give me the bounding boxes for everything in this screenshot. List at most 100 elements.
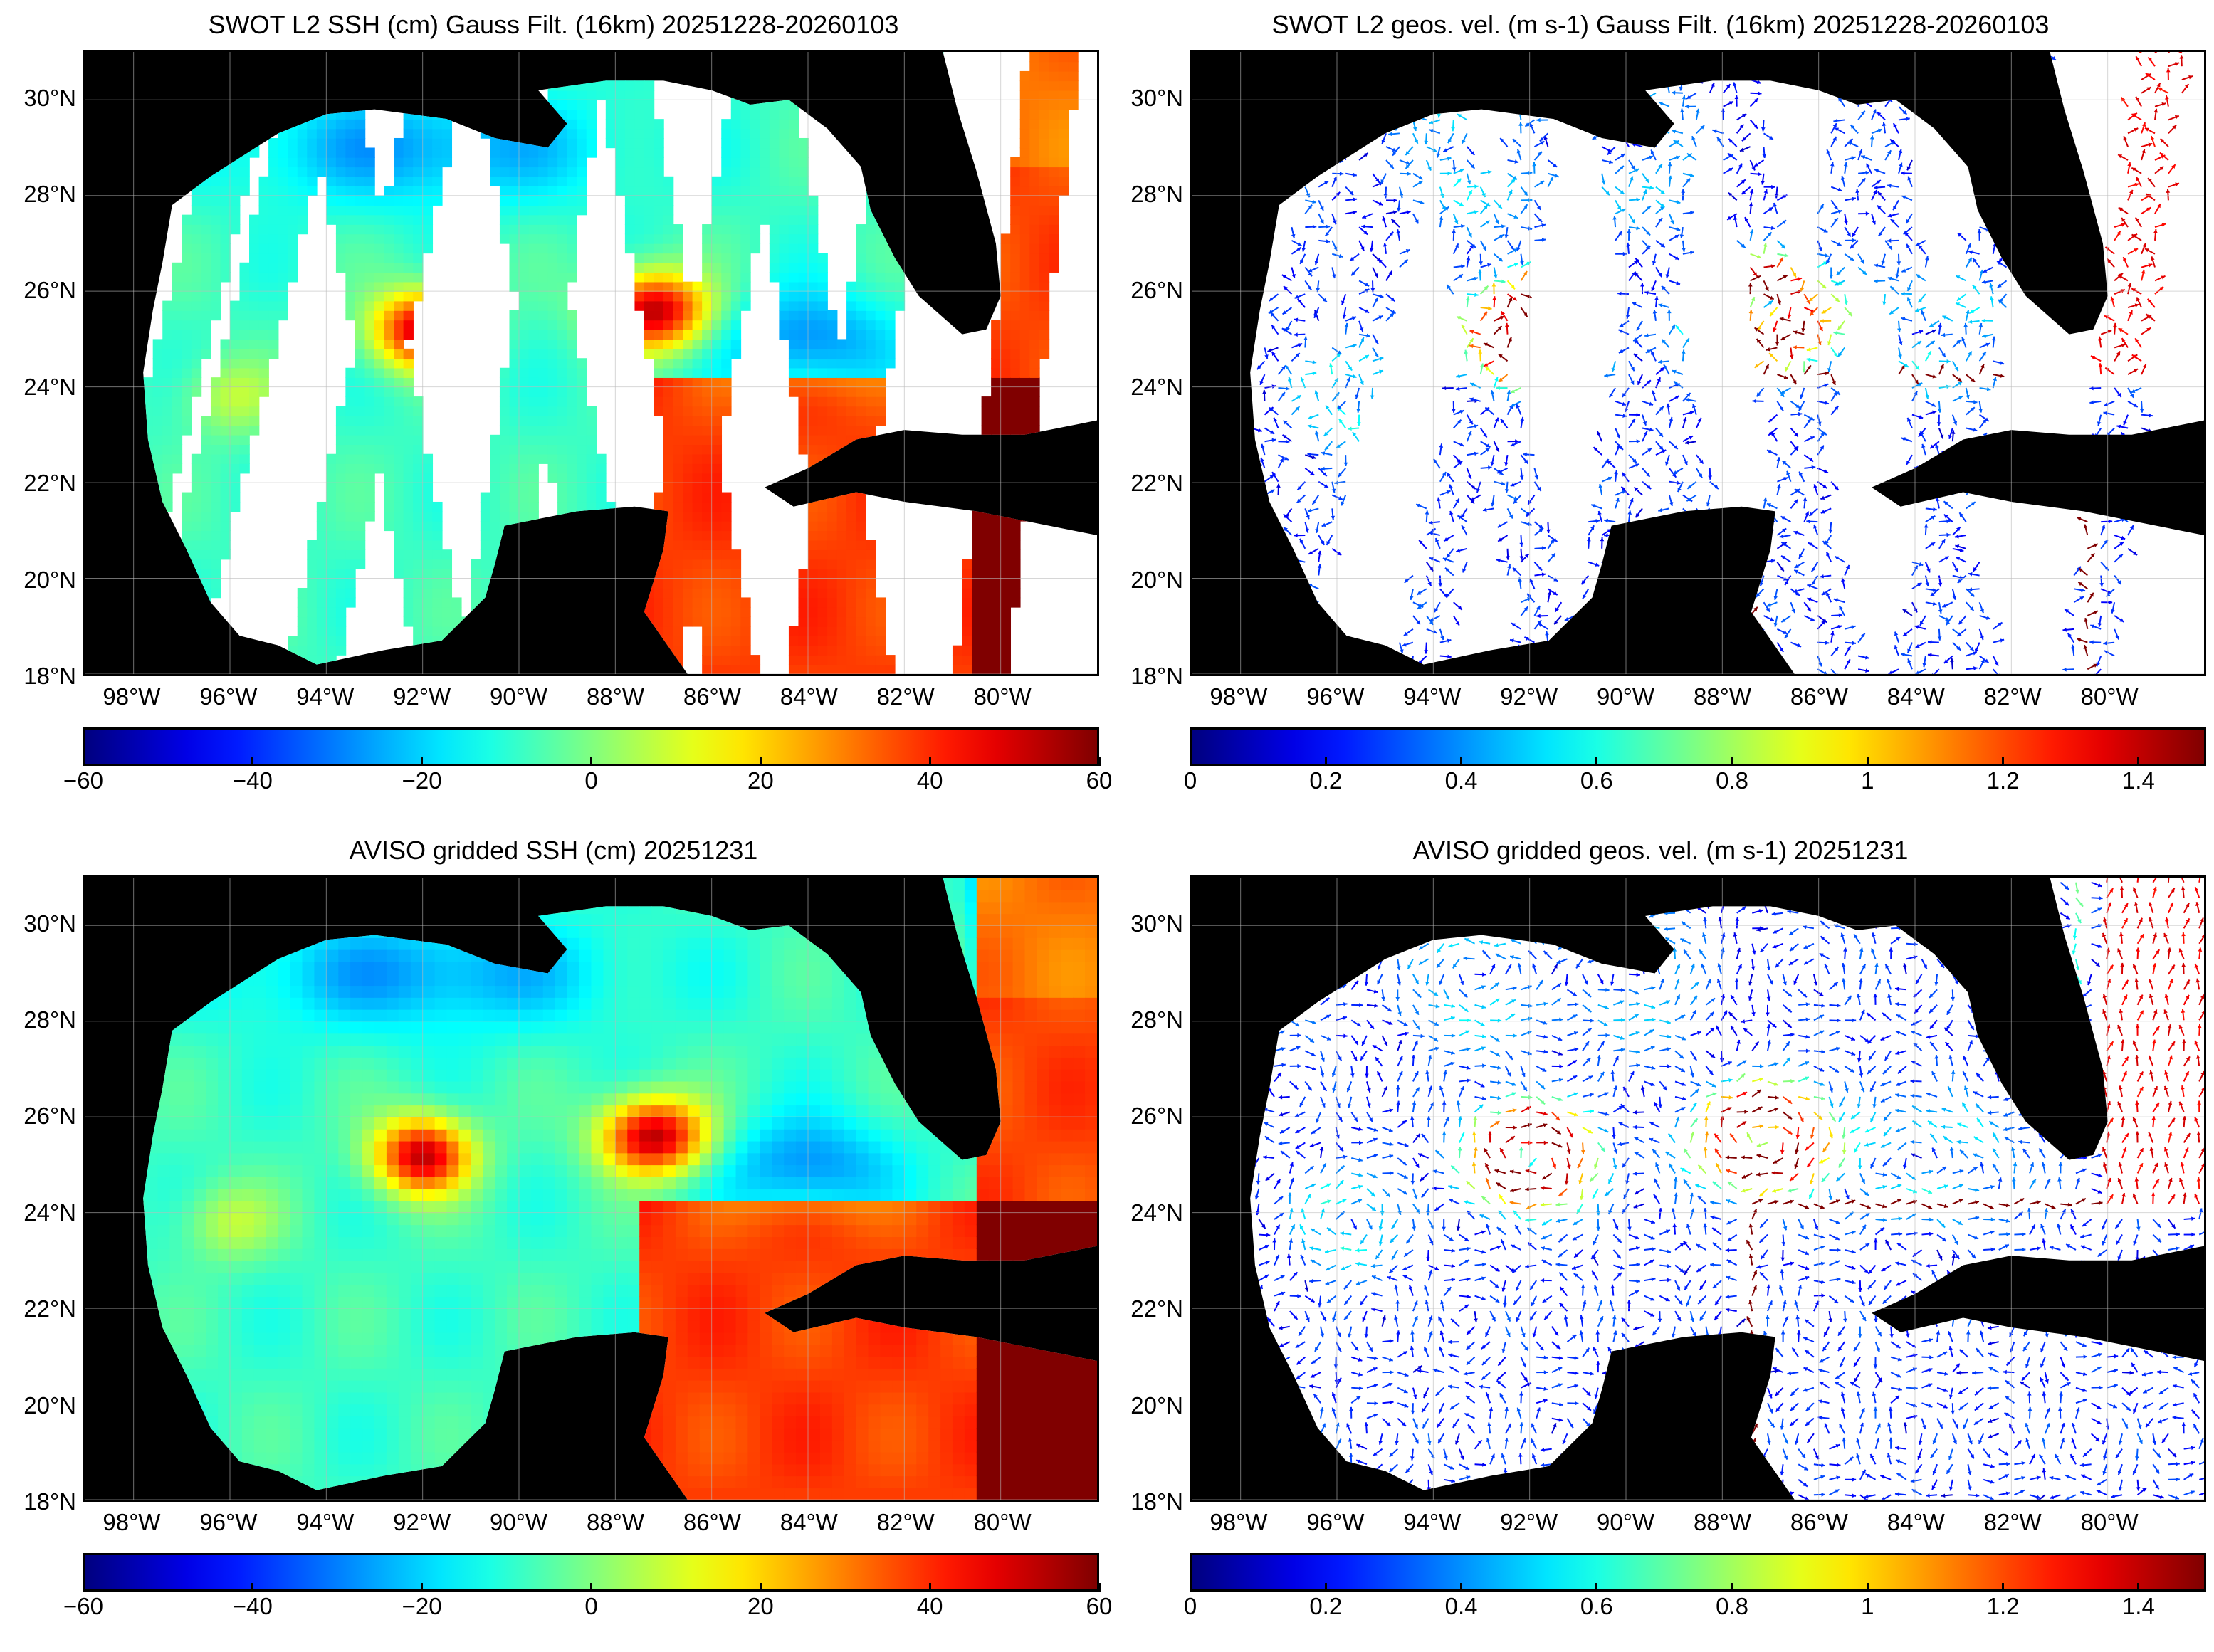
- colorbar-tick: [1460, 757, 1463, 766]
- colorbar-tick: [2137, 1583, 2140, 1592]
- colorbar-label: −40: [232, 1593, 273, 1619]
- lon-label: 86°W: [1790, 1509, 1848, 1535]
- colorbar-label: 0.6: [1580, 767, 1613, 794]
- colorbar-tick: [251, 757, 254, 766]
- lat-label: 30°N: [23, 84, 76, 111]
- lon-label: 88°W: [1693, 1509, 1751, 1535]
- lon-label: 88°W: [586, 683, 644, 710]
- colorbar-label: 1.4: [2121, 767, 2155, 794]
- lat-label: 24°N: [23, 1199, 76, 1226]
- colorbar-tick: [1098, 1583, 1101, 1592]
- lat-label: 24°N: [1130, 1199, 1183, 1226]
- lon-label: 88°W: [1693, 683, 1751, 710]
- lon-label: 82°W: [876, 1509, 935, 1535]
- colorbar-tick: [1324, 1583, 1327, 1592]
- panel-title: SWOT L2 geos. vel. (m s-1) Gauss Filt. (…: [1271, 10, 2050, 39]
- colorbar-tick: [82, 1583, 85, 1592]
- lat-label: 28°N: [1130, 1006, 1183, 1033]
- lon-label: 80°W: [2080, 1509, 2139, 1535]
- lon-label: 88°W: [586, 1509, 644, 1535]
- lon-label: 94°W: [296, 1509, 355, 1535]
- colorbar-label: 0.4: [1444, 767, 1478, 794]
- colorbar-label: 0: [1183, 767, 1197, 794]
- lat-label: 22°N: [1130, 1295, 1183, 1322]
- lon-label: 94°W: [296, 683, 355, 710]
- lon-label: 96°W: [199, 1509, 258, 1535]
- colorbar-label: 20: [747, 767, 774, 794]
- panel-swot-ssh: SWOT L2 SSH (cm) Gauss Filt. (16km) 2025…: [0, 0, 1112, 826]
- colorbar-tick: [2002, 757, 2005, 766]
- lat-label: 18°N: [1130, 1488, 1183, 1515]
- colorbar-tick: [251, 1583, 254, 1592]
- lon-label: 90°W: [1597, 1509, 1655, 1535]
- lat-label: 20°N: [1130, 1391, 1183, 1419]
- colorbar-label: 60: [1086, 1593, 1113, 1619]
- colorbar-label: 60: [1086, 767, 1113, 794]
- colorbar-label: 20: [747, 1593, 774, 1619]
- colorbar-tick: [421, 757, 424, 766]
- lat-label: 26°N: [23, 277, 76, 304]
- lon-label: 84°W: [780, 683, 838, 710]
- lat-label: 20°N: [1130, 566, 1183, 593]
- lon-label: 82°W: [876, 683, 935, 710]
- colorbar-tick: [590, 1583, 592, 1592]
- lat-label: 18°N: [1130, 663, 1183, 689]
- lon-label: 80°W: [2080, 683, 2139, 710]
- lon-label: 84°W: [1887, 683, 1945, 710]
- panel-title: SWOT L2 SSH (cm) Gauss Filt. (16km) 2025…: [208, 10, 899, 39]
- colorbar-tick: [82, 757, 85, 766]
- colorbar-tick: [1098, 757, 1101, 766]
- colorbar-tick: [1866, 757, 1869, 766]
- colorbar-label: 1.4: [2121, 1593, 2155, 1619]
- map-swot-ssh: [83, 50, 1099, 676]
- colorbar-tick: [590, 757, 592, 766]
- colorbar-tick: [1189, 757, 1192, 766]
- colorbar-tick: [1460, 1583, 1463, 1592]
- colorbar-label: 0: [584, 1593, 598, 1619]
- colorbar-label: 40: [916, 1593, 943, 1619]
- panel-aviso-vel: AVISO gridded geos. vel. (m s-1) 2025123…: [1107, 826, 2214, 1651]
- colorbar-label: −60: [63, 1593, 103, 1619]
- lat-label: 30°N: [23, 910, 76, 937]
- colorbar-label: −20: [402, 767, 442, 794]
- colorbar-label: 0.8: [1716, 767, 1748, 794]
- lon-label: 96°W: [1306, 683, 1365, 710]
- colorbar-label: 1.2: [1986, 767, 2020, 794]
- panel-title: AVISO gridded geos. vel. (m s-1) 2025123…: [1412, 836, 1909, 865]
- lon-label: 92°W: [1500, 683, 1558, 710]
- colorbar-tick: [928, 757, 931, 766]
- lat-label: 30°N: [1130, 910, 1183, 937]
- lon-label: 86°W: [683, 1509, 741, 1535]
- lon-label: 82°W: [1983, 683, 2042, 710]
- colorbar-label: 0.8: [1716, 1593, 1748, 1619]
- panel-title: AVISO gridded SSH (cm) 20251231: [349, 836, 758, 865]
- lat-label: 28°N: [1130, 181, 1183, 208]
- lat-label: 24°N: [23, 373, 76, 400]
- colorbar-tick: [421, 1583, 424, 1592]
- colorbar-tick: [928, 1583, 931, 1592]
- colorbar-label: 0.4: [1444, 1593, 1478, 1619]
- lon-label: 94°W: [1403, 683, 1462, 710]
- lon-label: 90°W: [490, 683, 548, 710]
- map-aviso-vel: [1190, 875, 2206, 1502]
- lat-label: 26°N: [23, 1103, 76, 1130]
- lat-label: 24°N: [1130, 373, 1183, 400]
- lon-label: 98°W: [1210, 1509, 1268, 1535]
- lon-label: 90°W: [490, 1509, 548, 1535]
- lon-label: 86°W: [1790, 683, 1848, 710]
- colorbar-label: 1.2: [1986, 1593, 2020, 1619]
- colorbar-tick: [1189, 1583, 1192, 1592]
- colorbar-tick: [759, 1583, 762, 1592]
- lon-label: 98°W: [103, 1509, 161, 1535]
- lon-label: 82°W: [1983, 1509, 2042, 1535]
- lat-label: 26°N: [1130, 1103, 1183, 1130]
- colorbar: [1190, 727, 2206, 766]
- lat-label: 18°N: [23, 1488, 76, 1515]
- colorbar: [1190, 1553, 2206, 1592]
- lon-label: 84°W: [780, 1509, 838, 1535]
- lat-label: 20°N: [23, 566, 76, 593]
- lon-label: 84°W: [1887, 1509, 1945, 1535]
- lon-label: 96°W: [1306, 1509, 1365, 1535]
- lat-label: 22°N: [23, 1295, 76, 1322]
- colorbar-label: −40: [232, 767, 273, 794]
